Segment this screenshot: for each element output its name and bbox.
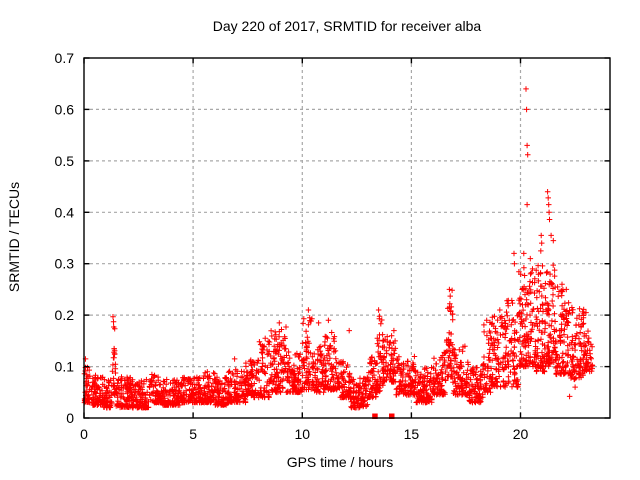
chart-title: Day 220 of 2017, SRMTID for receiver alb… <box>213 18 482 34</box>
y-tick-label: 0.1 <box>55 359 75 375</box>
y-tick-label: 0.5 <box>55 153 75 169</box>
y-tick-labels: 0 0.1 0.2 0.3 0.4 0.5 0.6 0.7 <box>55 50 75 426</box>
x-tick-label: 10 <box>295 426 311 442</box>
x-tick-label: 5 <box>189 426 197 442</box>
x-tick-label: 15 <box>404 426 420 442</box>
srmtid-scatter-points <box>81 86 596 411</box>
border-rect <box>83 57 611 419</box>
zero-value-square-markers <box>372 413 395 419</box>
y-tick-label: 0 <box>66 410 74 426</box>
data-points <box>81 86 596 411</box>
y-tick-label: 0.7 <box>55 50 75 66</box>
y-tick-label: 0.3 <box>55 256 75 272</box>
x-tick-labels: 0 5 10 15 20 <box>80 426 528 442</box>
y-tick-label: 0.4 <box>55 204 75 220</box>
y-tick-label: 0.6 <box>55 101 75 117</box>
plot-border <box>83 57 611 419</box>
y-tick-label: 0.2 <box>55 307 75 323</box>
zero-value-square-marker <box>389 413 395 419</box>
x-axis-label: GPS time / hours <box>287 454 394 470</box>
zero-value-square-marker <box>372 413 378 419</box>
y-axis-label: SRMTID / TECUs <box>6 182 22 292</box>
x-tick-label: 20 <box>513 426 529 442</box>
axis-ticks <box>83 57 610 419</box>
x-tick-label: 0 <box>80 426 88 442</box>
